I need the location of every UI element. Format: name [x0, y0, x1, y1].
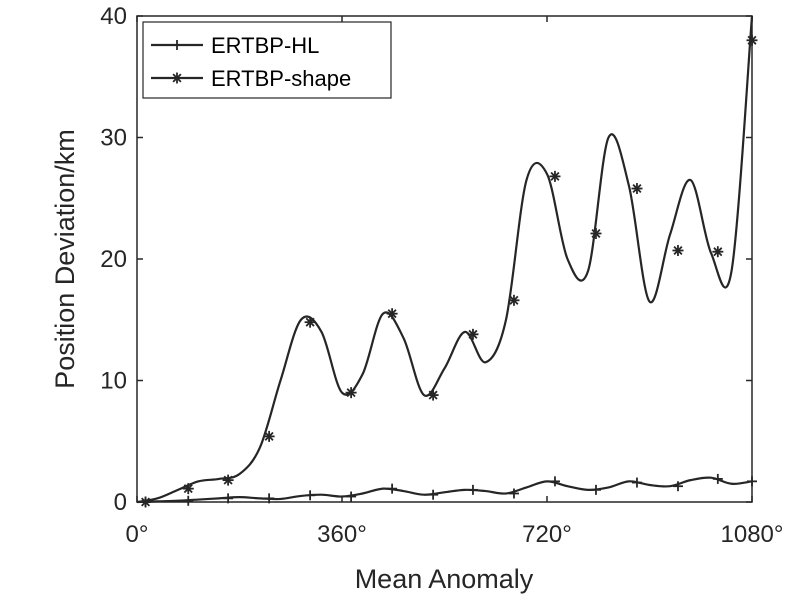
series-1-marker [712, 246, 724, 258]
series-0-marker [387, 483, 398, 494]
legend-entry: ERTBP-HL [211, 33, 319, 58]
legend-marker [172, 40, 182, 50]
series-0-marker [747, 476, 757, 487]
series-0-marker [631, 477, 642, 488]
x-tick-label: 0° [126, 521, 149, 548]
series-1-marker [467, 328, 479, 340]
series-0-marker [508, 488, 519, 499]
legend-marker [171, 72, 183, 84]
y-tick-label: 30 [100, 125, 127, 152]
legend-box [142, 21, 392, 99]
series-0-marker [672, 481, 683, 492]
axis-ticks: 0° 360° 720° 1080° 0 10 20 30 40 [100, 3, 783, 548]
series-layer [136, 15, 758, 508]
y-axis-label: Position Deviation/km [50, 129, 80, 389]
x-tick-label: 720° [522, 521, 572, 548]
y-tick-label: 40 [100, 3, 127, 30]
legend-entry: ERTBP-shape [211, 66, 351, 91]
series-0-marker [712, 473, 723, 484]
series-0-marker [223, 493, 234, 504]
x-tick-label: 1080° [721, 521, 784, 548]
series-1-marker [140, 496, 152, 508]
series-1-marker [427, 389, 439, 401]
y-tick-label: 10 [100, 368, 127, 395]
series-0-marker [549, 476, 560, 487]
x-tick-label: 360° [317, 521, 367, 548]
series-1-marker [345, 387, 357, 399]
series-0-marker [467, 484, 478, 495]
y-tick-label: 0 [114, 489, 127, 516]
series-1-marker [263, 430, 275, 442]
series-0-marker [264, 493, 275, 504]
series-line-0 [136, 476, 753, 504]
series-1-marker [386, 308, 398, 320]
y-tick-label: 20 [100, 246, 127, 273]
series-1-marker [549, 170, 561, 182]
series-0-marker [428, 489, 439, 500]
series-0-marker [346, 491, 357, 502]
series-1-marker [746, 34, 758, 46]
series-0-marker [590, 484, 601, 495]
x-axis-label: Mean Anomaly [355, 564, 534, 594]
series-1-marker [508, 294, 520, 306]
series-1-marker [182, 483, 194, 495]
series-1-marker [672, 244, 684, 256]
series-1-marker [590, 227, 602, 239]
legend: ERTBP-HL ERTBP-shape [142, 21, 392, 99]
series-1-marker [304, 316, 316, 328]
series-1-marker [222, 474, 234, 486]
series-1-marker [631, 183, 643, 195]
series-0-marker [305, 490, 316, 501]
series-0-marker [183, 495, 194, 506]
